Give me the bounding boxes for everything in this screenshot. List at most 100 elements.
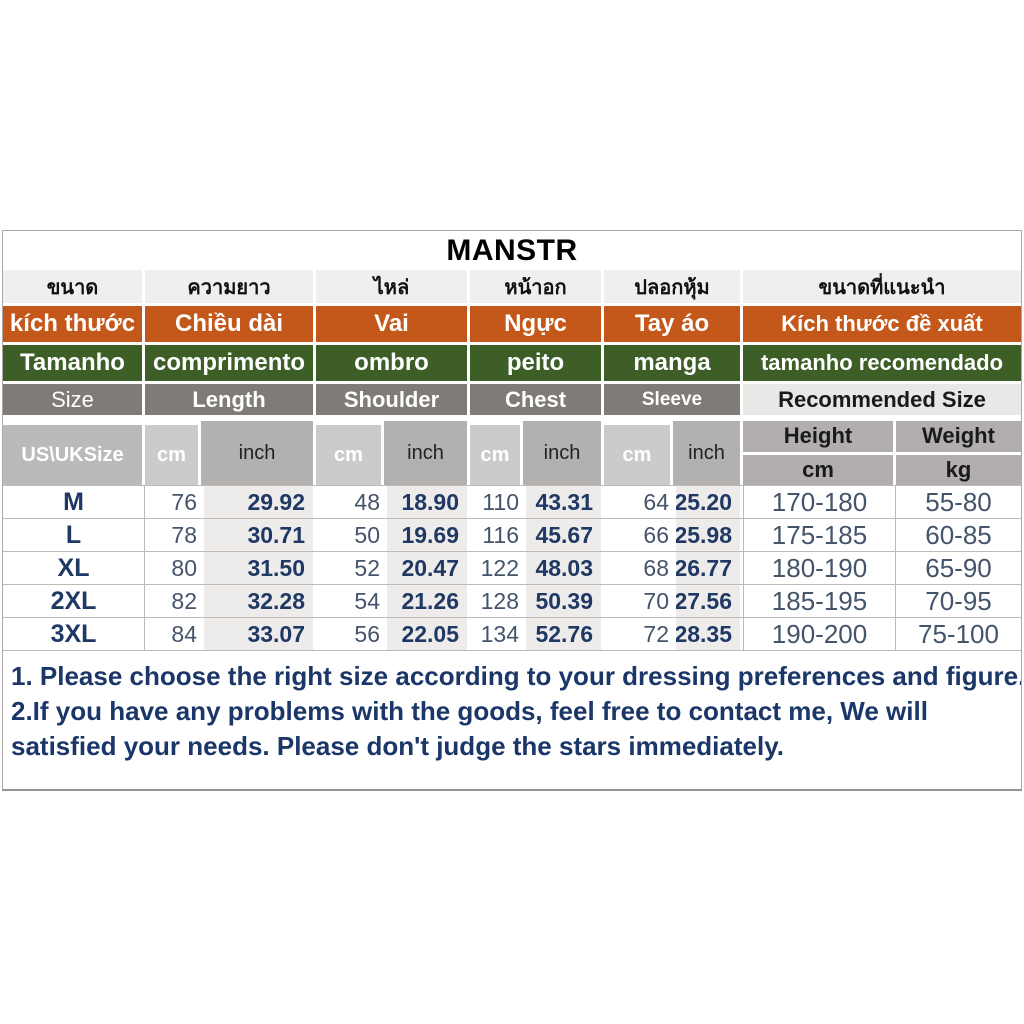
shoulder-inch-value: 21.26 <box>384 585 470 617</box>
chest-cm-value: 110 <box>482 488 519 515</box>
sleeve-cm-value: 70 <box>643 587 669 614</box>
shoulder-inch-value: 22.05 <box>384 618 470 650</box>
title-row: MANSTR <box>3 231 1021 270</box>
header-en-shoulder: Shoulder <box>316 384 470 415</box>
chest-cm-value: 134 <box>480 620 519 647</box>
height-weight-row: Height Weight <box>743 421 1021 452</box>
chest-inch-value: 45.67 <box>523 519 604 551</box>
header-pt-length: comprimento <box>145 345 316 381</box>
brand-title: MANSTR <box>446 233 578 267</box>
length-cm-value: 84 <box>171 620 197 647</box>
header-en-size: Size <box>3 384 145 415</box>
header-thai-size: ขนาด <box>3 270 145 303</box>
weight-range-value: 70-95 <box>925 585 992 616</box>
chest-inch-value: 52.76 <box>523 618 604 650</box>
units-chest-cm-label: cm <box>470 419 523 485</box>
size-row-m: M 76 29.92 48 18.90 110 43.31 64 25.20 1… <box>3 485 1021 518</box>
weight-range-value: 75-100 <box>918 618 999 649</box>
height-range-value: 175-185 <box>743 519 896 551</box>
sleeve-cm-value: 66 <box>643 521 669 548</box>
weight-label: Weight <box>896 421 1021 452</box>
units-length-cm-label: cm <box>145 419 201 485</box>
header-row-english: Size Length Shoulder Chest Sleeve Recomm… <box>3 384 1021 415</box>
height-range-value: 185-195 <box>743 585 896 617</box>
shoulder-cm-value: 56 <box>354 620 380 647</box>
shoulder-inch-value: 20.47 <box>384 552 470 584</box>
length-inch-value: 30.71 <box>201 519 316 551</box>
units-us-uk-size-label: US\UKSize <box>3 419 145 485</box>
header-pt-shoulder: ombro <box>316 345 470 381</box>
notes-section: 1. Please choose the right size accordin… <box>3 650 1021 764</box>
units-chest-inch-label: inch <box>523 419 604 485</box>
height-weight-units-row: cm kg <box>743 454 1021 485</box>
size-row-xl: XL 80 31.50 52 20.47 122 48.03 68 26.77 … <box>3 551 1021 584</box>
length-cm-value: 82 <box>171 587 197 614</box>
header-thai-length: ความยาว <box>145 270 316 303</box>
sleeve-cm-value: 68 <box>643 554 669 581</box>
header-pt-sleeve: manga <box>604 345 743 381</box>
header-vi-sleeve: Tay áo <box>604 306 743 342</box>
height-label: Height <box>743 421 896 452</box>
size-label: 3XL <box>3 618 145 650</box>
header-thai-chest: หน้าอก <box>470 270 604 303</box>
units-header-row: US\UKSize cm inch cm inch cm inch cm inc… <box>3 419 1021 485</box>
units-shoulder-cm-label: cm <box>316 419 384 485</box>
chest-cm-value: 122 <box>480 554 519 581</box>
header-vi-chest: Ngực <box>470 306 604 342</box>
shoulder-inch-value: 19.69 <box>384 519 470 551</box>
note-line-3: satisfied your needs. Please don't judge… <box>11 731 784 761</box>
note-line-2: 2.If you have any problems with the good… <box>11 696 928 726</box>
height-unit-label: cm <box>743 454 896 485</box>
sleeve-inch-value: 25.98 <box>673 519 743 551</box>
sleeve-inch-value: 25.20 <box>673 486 743 518</box>
length-cm-value: 78 <box>171 521 197 548</box>
units-sleeve-inch-label: inch <box>673 419 743 485</box>
sleeve-inch-value: 28.35 <box>673 618 743 650</box>
header-en-chest: Chest <box>470 384 604 415</box>
units-shoulder-inch-label: inch <box>384 419 470 485</box>
size-chart-table: MANSTR ขนาด ความยาว ไหล่ หน้าอก ปลอกหุ้ม… <box>2 230 1022 791</box>
units-length-inch-label: inch <box>201 419 316 485</box>
shoulder-cm-value: 54 <box>354 587 380 614</box>
weight-range-value: 65-90 <box>925 552 992 583</box>
header-thai-recommended: ขนาดที่แนะนำ <box>743 270 1021 303</box>
sleeve-cm-value: 72 <box>643 620 669 647</box>
weight-range-value: 60-85 <box>925 519 992 550</box>
shoulder-cm-value: 50 <box>354 521 380 548</box>
chest-inch-value: 48.03 <box>523 552 604 584</box>
height-range-value: 180-190 <box>743 552 896 584</box>
chest-inch-value: 43.31 <box>523 486 604 518</box>
chest-cm-value: 116 <box>482 521 519 548</box>
header-pt-size: Tamanho <box>3 345 145 381</box>
header-thai-shoulder: ไหล่ <box>316 270 470 303</box>
height-range-value: 170-180 <box>743 486 896 518</box>
size-row-2xl: 2XL 82 32.28 54 21.26 128 50.39 70 27.56… <box>3 584 1021 617</box>
sleeve-inch-value: 27.56 <box>673 585 743 617</box>
weight-unit-label: kg <box>896 454 1021 485</box>
header-en-length: Length <box>145 384 316 415</box>
size-label: M <box>3 486 145 518</box>
shoulder-cm-value: 52 <box>354 554 380 581</box>
sleeve-cm-value: 64 <box>643 488 669 515</box>
shoulder-inch-value: 18.90 <box>384 486 470 518</box>
length-cm-value: 76 <box>171 488 197 515</box>
length-inch-value: 32.28 <box>201 585 316 617</box>
size-label: L <box>3 519 145 551</box>
note-line-1: 1. Please choose the right size accordin… <box>11 661 1022 691</box>
recommended-header-group: Height Weight cm kg <box>743 419 1021 485</box>
sleeve-inch-value: 26.77 <box>673 552 743 584</box>
header-row-portuguese: Tamanho comprimento ombro peito manga ta… <box>3 345 1021 381</box>
height-range-value: 190-200 <box>743 618 896 650</box>
header-vi-shoulder: Vai <box>316 306 470 342</box>
header-row-thai: ขนาด ความยาว ไหล่ หน้าอก ปลอกหุ้ม ขนาดที… <box>3 270 1021 303</box>
header-vi-length: Chiều dài <box>145 306 316 342</box>
size-label: 2XL <box>3 585 145 617</box>
header-thai-sleeve: ปลอกหุ้ม <box>604 270 743 303</box>
chest-cm-value: 128 <box>480 587 519 614</box>
units-sleeve-cm-label: cm <box>604 419 673 485</box>
length-inch-value: 33.07 <box>201 618 316 650</box>
length-cm-value: 80 <box>171 554 197 581</box>
size-row-l: L 78 30.71 50 19.69 116 45.67 66 25.98 1… <box>3 518 1021 551</box>
length-inch-value: 29.92 <box>201 486 316 518</box>
